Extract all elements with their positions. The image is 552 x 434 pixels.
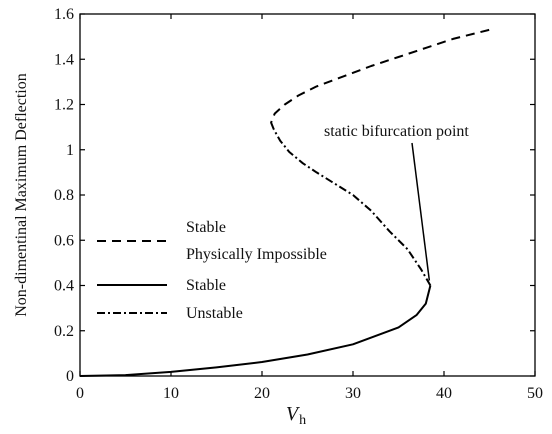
axes: 0 10 20 30 40 50 0 0.2 0.4 0.6 0.8 1 1.2 1.4 1.6 Vh Non-…: [13, 6, 543, 428]
y-tick-label: 0.8: [54, 187, 74, 204]
plot-area: [79, 13, 536, 377]
series-lines: [79, 28, 490, 377]
x-tick-label: 30: [345, 385, 361, 402]
x-tick-label: 20: [254, 385, 270, 402]
annotations: static bifurcation point: [324, 123, 469, 281]
legend-label: Stable: [186, 219, 226, 236]
x-tick-label: 0: [76, 385, 84, 402]
y-tick-label: 1.2: [54, 97, 74, 114]
annotation-leader-line: [411, 142, 431, 281]
y-tick-label: 0.4: [54, 278, 74, 295]
series-line-dashed: [270, 28, 490, 130]
legend-label: Stable: [186, 277, 226, 294]
y-tick-label: 0.2: [54, 323, 74, 340]
plot-frame: [79, 13, 536, 377]
y-tick-label: 1: [66, 142, 74, 159]
y-tick-label: 1.4: [54, 51, 74, 68]
y-axis-label: Non-dimentinal Maximum Deflection: [13, 73, 30, 317]
x-axis-label-main: V: [286, 403, 301, 425]
y-tick-label: 1.6: [54, 6, 74, 23]
series-line-dashdot: [272, 128, 432, 286]
x-axis-label-subscript: h: [299, 413, 306, 428]
annotation-label: static bifurcation point: [324, 123, 469, 140]
y-tick-label: 0: [66, 368, 74, 385]
legend-label-line2: Physically Impossible: [186, 246, 327, 263]
legend-label: Unstable: [186, 305, 243, 322]
y-tick-label: 0.6: [54, 232, 74, 249]
x-axis-label: Vh: [286, 403, 306, 428]
series-line-solid: [79, 285, 432, 377]
legend: Stable Physically Impossible Stable Unstabl…: [97, 219, 327, 322]
x-tick-label: 50: [527, 385, 543, 402]
x-tick-label: 10: [163, 385, 179, 402]
x-tick-label: 40: [436, 385, 452, 402]
